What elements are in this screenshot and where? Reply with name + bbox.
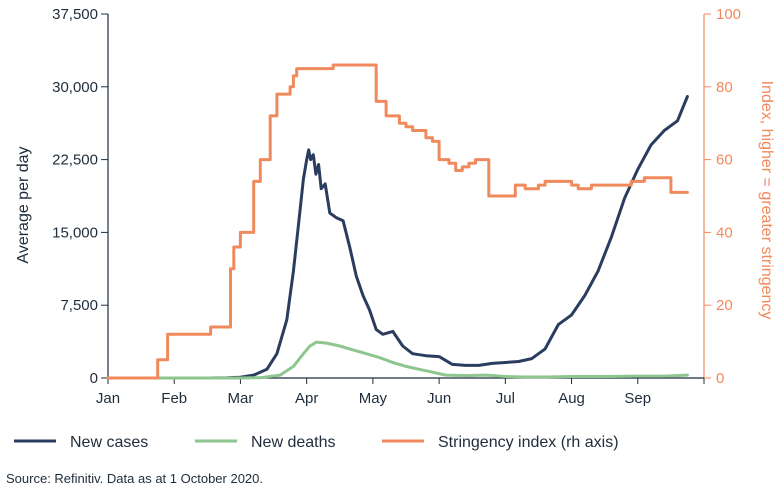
right-tick-label: 40	[716, 224, 733, 241]
x-tick-label: Jan	[96, 390, 120, 407]
x-tick-label: Sep	[624, 390, 651, 407]
left-tick-label: 37,500	[52, 6, 98, 23]
series-line-stringency-index-rh-axis	[106, 63, 689, 380]
right-tick-label: 0	[716, 370, 724, 387]
left-tick-label: 0	[90, 370, 98, 387]
series-line-new-cases	[106, 95, 689, 380]
x-tick-label: Jul	[496, 390, 515, 407]
right-tick-label: 80	[716, 79, 733, 96]
legend-label-stringency-index: Stringency index (rh axis)	[438, 434, 619, 451]
left-axis-title: Average per day	[15, 146, 32, 263]
right-axis-title: Index, higher = greater stringency	[758, 81, 775, 320]
right-tick-label: 100	[716, 6, 741, 23]
x-tick-label: Jun	[427, 390, 451, 407]
left-tick-label: 7,500	[60, 297, 98, 314]
legend-label-new-deaths: New deaths	[251, 434, 336, 451]
right-tick-label: 20	[716, 297, 733, 314]
left-tick-label: 30,000	[52, 79, 98, 96]
series-layer	[106, 63, 689, 380]
source-note: Source: Refinitiv. Data as at 1 October …	[6, 471, 263, 486]
x-tick-label: May	[359, 390, 388, 407]
x-tick-label: Feb	[161, 390, 187, 407]
labels-layer: Average per day Index, higher = greater …	[15, 81, 775, 320]
x-tick-label: Apr	[295, 390, 318, 407]
legend-label-new-cases: New cases	[70, 434, 148, 451]
x-tick-label: Aug	[558, 390, 585, 407]
axes-layer: 0 7,500 15,000 22,500 30,000 37,500 0 20 40 60 80 1…	[52, 6, 741, 407]
legend: New cases New deaths Stringency index (r…	[14, 434, 619, 451]
series-line-new-deaths	[106, 340, 689, 380]
right-tick-label: 60	[716, 152, 733, 169]
left-tick-label: 15,000	[52, 224, 98, 241]
x-tick-label: Mar	[228, 390, 254, 407]
left-tick-label: 22,500	[52, 152, 98, 169]
